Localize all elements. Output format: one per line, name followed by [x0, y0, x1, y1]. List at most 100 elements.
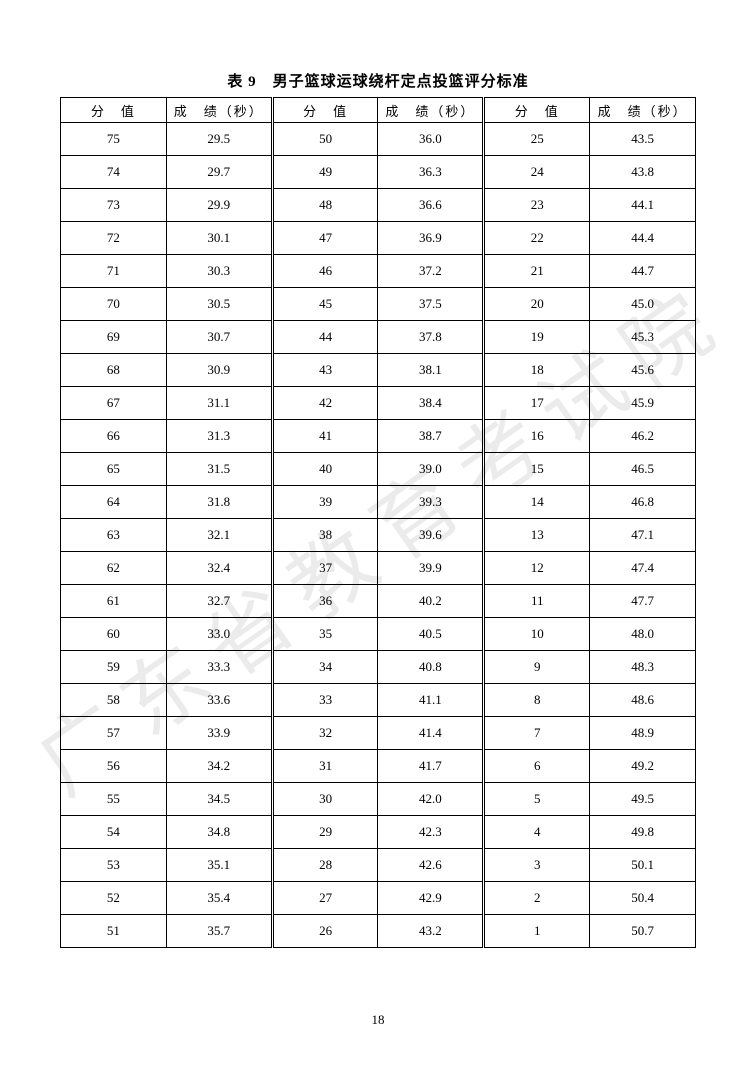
table-cell: 32.7	[166, 585, 272, 618]
table-cell: 43.8	[590, 156, 696, 189]
table-cell: 59	[61, 651, 167, 684]
table-cell: 45.3	[590, 321, 696, 354]
table-cell: 40.5	[378, 618, 484, 651]
table-cell: 72	[61, 222, 167, 255]
table-cell: 56	[61, 750, 167, 783]
table-cell: 45.0	[590, 288, 696, 321]
table-cell: 46.5	[590, 453, 696, 486]
table-cell: 44.4	[590, 222, 696, 255]
table-cell: 54	[61, 816, 167, 849]
column-header: 分 值	[484, 98, 590, 123]
table-row: 5733.93241.4748.9	[61, 717, 696, 750]
table-cell: 31.5	[166, 453, 272, 486]
table-cell: 63	[61, 519, 167, 552]
table-cell: 48.3	[590, 651, 696, 684]
table-cell: 44.7	[590, 255, 696, 288]
table-cell: 65	[61, 453, 167, 486]
table-row: 5933.33440.8948.3	[61, 651, 696, 684]
table-cell: 4	[484, 816, 590, 849]
table-cell: 37.5	[378, 288, 484, 321]
table-cell: 20	[484, 288, 590, 321]
table-cell: 33.9	[166, 717, 272, 750]
table-cell: 73	[61, 189, 167, 222]
scoring-table: 分 值成 绩（秒）分 值成 绩（秒）分 值成 绩（秒） 7529.55036.0…	[60, 97, 696, 948]
table-cell: 47.1	[590, 519, 696, 552]
table-cell: 75	[61, 123, 167, 156]
table-cell: 48.6	[590, 684, 696, 717]
table-cell: 5	[484, 783, 590, 816]
table-cell: 37.8	[378, 321, 484, 354]
table-cell: 30.3	[166, 255, 272, 288]
column-header: 分 值	[61, 98, 167, 123]
table-cell: 32.4	[166, 552, 272, 585]
table-cell: 6	[484, 750, 590, 783]
table-cell: 8	[484, 684, 590, 717]
table-cell: 10	[484, 618, 590, 651]
table-row: 5335.12842.6350.1	[61, 849, 696, 882]
table-cell: 15	[484, 453, 590, 486]
table-row: 7329.94836.62344.1	[61, 189, 696, 222]
table-cell: 50.4	[590, 882, 696, 915]
table-row: 6531.54039.01546.5	[61, 453, 696, 486]
table-row: 6631.34138.71646.2	[61, 420, 696, 453]
table-row: 7429.74936.32443.8	[61, 156, 696, 189]
table-cell: 67	[61, 387, 167, 420]
table-cell: 38.7	[378, 420, 484, 453]
table-row: 5634.23141.7649.2	[61, 750, 696, 783]
table-cell: 29	[272, 816, 378, 849]
table-cell: 47.4	[590, 552, 696, 585]
table-cell: 38	[272, 519, 378, 552]
table-cell: 36.6	[378, 189, 484, 222]
table-cell: 16	[484, 420, 590, 453]
table-cell: 35.1	[166, 849, 272, 882]
table-cell: 42	[272, 387, 378, 420]
table-row: 7130.34637.22144.7	[61, 255, 696, 288]
table-cell: 7	[484, 717, 590, 750]
table-cell: 30.7	[166, 321, 272, 354]
table-row: 5235.42742.9250.4	[61, 882, 696, 915]
table-cell: 23	[484, 189, 590, 222]
page-number: 18	[0, 1012, 756, 1028]
document-page: 广东省教育考试院 表 9 男子篮球运球绕杆定点投篮评分标准 分 值成 绩（秒）分…	[0, 0, 756, 1068]
table-cell: 45.6	[590, 354, 696, 387]
table-cell: 30.5	[166, 288, 272, 321]
table-cell: 30.9	[166, 354, 272, 387]
table-cell: 36.0	[378, 123, 484, 156]
table-cell: 34.8	[166, 816, 272, 849]
table-cell: 48	[272, 189, 378, 222]
table-cell: 35.7	[166, 915, 272, 948]
table-cell: 42.3	[378, 816, 484, 849]
column-header: 成 绩（秒）	[590, 98, 696, 123]
table-cell: 33.0	[166, 618, 272, 651]
table-cell: 31.8	[166, 486, 272, 519]
table-cell: 38.4	[378, 387, 484, 420]
table-cell: 37.2	[378, 255, 484, 288]
table-cell: 33	[272, 684, 378, 717]
table-cell: 51	[61, 915, 167, 948]
table-cell: 38.1	[378, 354, 484, 387]
table-cell: 1	[484, 915, 590, 948]
table-title: 表 9 男子篮球运球绕杆定点投篮评分标准	[60, 70, 696, 91]
table-cell: 40.2	[378, 585, 484, 618]
table-cell: 52	[61, 882, 167, 915]
table-cell: 53	[61, 849, 167, 882]
table-cell: 41.1	[378, 684, 484, 717]
table-cell: 49	[272, 156, 378, 189]
table-cell: 33.6	[166, 684, 272, 717]
table-cell: 61	[61, 585, 167, 618]
table-cell: 12	[484, 552, 590, 585]
table-cell: 55	[61, 783, 167, 816]
table-cell: 35.4	[166, 882, 272, 915]
table-row: 6232.43739.91247.4	[61, 552, 696, 585]
table-cell: 47	[272, 222, 378, 255]
table-row: 7529.55036.02543.5	[61, 123, 696, 156]
table-cell: 35	[272, 618, 378, 651]
table-cell: 41.4	[378, 717, 484, 750]
table-cell: 39.6	[378, 519, 484, 552]
table-cell: 36	[272, 585, 378, 618]
table-cell: 42.6	[378, 849, 484, 882]
table-row: 5434.82942.3449.8	[61, 816, 696, 849]
table-row: 6930.74437.81945.3	[61, 321, 696, 354]
table-cell: 25	[484, 123, 590, 156]
table-cell: 39.9	[378, 552, 484, 585]
